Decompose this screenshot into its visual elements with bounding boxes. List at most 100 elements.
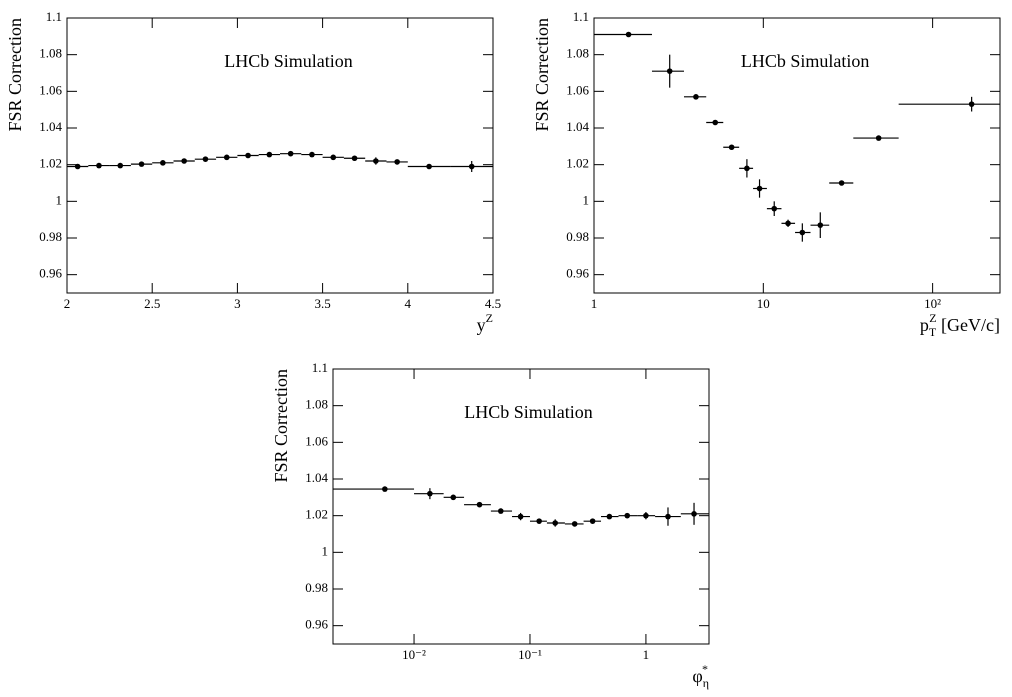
data-point: [394, 159, 400, 165]
y-tick-label: 0.96: [566, 266, 589, 281]
plot-frame: [66, 17, 494, 294]
x-tick-label: 1: [643, 647, 650, 662]
data-point: [223, 154, 230, 161]
x-tick-label: 1: [591, 296, 598, 311]
data-point: [589, 518, 596, 524]
x-axis-label-base: φ: [692, 666, 702, 686]
annotation: LHCb Simulation: [464, 402, 593, 422]
x-tick-label: 10: [757, 296, 770, 311]
data-point: [625, 31, 632, 38]
y-tick-label: 1.1: [573, 9, 589, 24]
y-tick-label: 1.08: [566, 46, 589, 61]
data-point: [181, 158, 187, 164]
y-tick-label: 1.04: [39, 119, 62, 134]
data-point: [665, 513, 671, 520]
x-tick-label: 10⁻²: [402, 647, 426, 662]
x-tick-label: 3: [234, 296, 241, 311]
data-point: [643, 512, 649, 519]
y-tick-label: 1.02: [566, 156, 589, 171]
data-point: [427, 490, 433, 497]
data-point: [266, 151, 273, 158]
data-point: [799, 229, 806, 236]
x-axis-label-sup: Z: [929, 311, 936, 325]
x-tick-label: 10²: [924, 296, 941, 311]
y-axis-label: FSR Correction: [271, 369, 291, 483]
data-point: [287, 150, 294, 157]
y-tick-label: 1.04: [566, 119, 589, 134]
data-point: [552, 520, 558, 526]
data-point: [517, 513, 524, 520]
x-tick-label: 4: [405, 296, 412, 311]
y-tick-label: 1.06: [566, 82, 589, 97]
data-point: [571, 521, 578, 527]
data-point: [666, 68, 673, 74]
x-tick-label: 4.5: [485, 296, 501, 311]
y-tick-label: 0.98: [566, 229, 589, 244]
data-point: [712, 119, 719, 126]
y-tick-label: 1: [322, 543, 329, 558]
plot-frame: [332, 368, 710, 645]
panel: 0.96 0.98 1 1.02 1.04 1.06 1.08 1.1 2 2.5 3 3.5 4 4.5…: [5, 9, 501, 335]
data-point: [309, 151, 315, 158]
annotation: LHCb Simulation: [741, 51, 870, 71]
y-tick-label: 1.1: [312, 360, 328, 375]
data-point: [450, 494, 457, 501]
y-tick-label: 1.1: [46, 9, 62, 24]
data-point: [74, 163, 81, 170]
data-point: [968, 101, 975, 107]
y-tick-label: 1: [56, 192, 63, 207]
x-axis-label-sub: η: [703, 676, 709, 690]
data-point: [771, 205, 778, 212]
data-point: [497, 508, 504, 514]
panel: 0.96 0.98 1 1.02 1.04 1.06 1.08 1.1 10⁻² 10⁻¹ 1 FSR…: [271, 360, 710, 690]
data-point: [245, 152, 251, 159]
data-point: [117, 162, 124, 169]
data-point: [728, 144, 735, 151]
y-tick-label: 1: [583, 192, 590, 207]
data-point: [817, 222, 824, 228]
data-point: [330, 154, 337, 161]
y-tick-label: 1.06: [39, 82, 62, 97]
data-point: [202, 156, 209, 162]
x-axis-label-unit: [GeV/c]: [937, 315, 1000, 335]
data-point: [160, 160, 166, 166]
panel: 0.96 0.98 1 1.02 1.04 1.06 1.08 1.1 1 10 10² FSR Co…: [532, 9, 1001, 339]
data-point: [606, 513, 613, 520]
data-point: [744, 165, 750, 172]
x-axis-label: pTZ [GeV/c]: [920, 311, 1000, 339]
data-point: [382, 486, 388, 492]
data-point: [691, 511, 697, 517]
x-tick-label: 10⁻¹: [518, 647, 542, 662]
data-point: [693, 94, 699, 100]
y-tick-label: 0.96: [305, 617, 328, 632]
y-tick-label: 1.06: [305, 433, 328, 448]
data-point: [351, 155, 358, 162]
y-tick-label: 0.98: [39, 229, 62, 244]
y-tick-label: 0.96: [39, 266, 62, 281]
data-point: [426, 163, 432, 170]
x-axis-label-sup: Z: [486, 311, 493, 325]
plot-frame: [593, 17, 1001, 294]
y-axis-label: FSR Correction: [5, 18, 25, 132]
x-axis-label-base: p: [920, 315, 929, 335]
x-axis-label-base: y: [477, 315, 486, 335]
y-tick-label: 1.02: [39, 156, 62, 171]
y-tick-label: 1.08: [305, 397, 328, 412]
annotation: LHCb Simulation: [224, 51, 353, 71]
data-point: [373, 158, 379, 164]
data-point: [838, 180, 845, 186]
x-axis-label-sub: T: [929, 325, 937, 339]
x-tick-label: 2.5: [144, 296, 160, 311]
y-tick-label: 1.02: [305, 507, 328, 522]
x-tick-label: 2: [64, 296, 71, 311]
data-point: [476, 501, 483, 508]
x-axis-label: yZ: [477, 311, 493, 335]
y-tick-label: 1.04: [305, 470, 328, 485]
data-point: [875, 135, 882, 141]
data-point: [96, 162, 102, 169]
data-point: [536, 518, 542, 524]
x-axis-label: φη*: [692, 662, 709, 690]
data-point: [756, 185, 763, 192]
